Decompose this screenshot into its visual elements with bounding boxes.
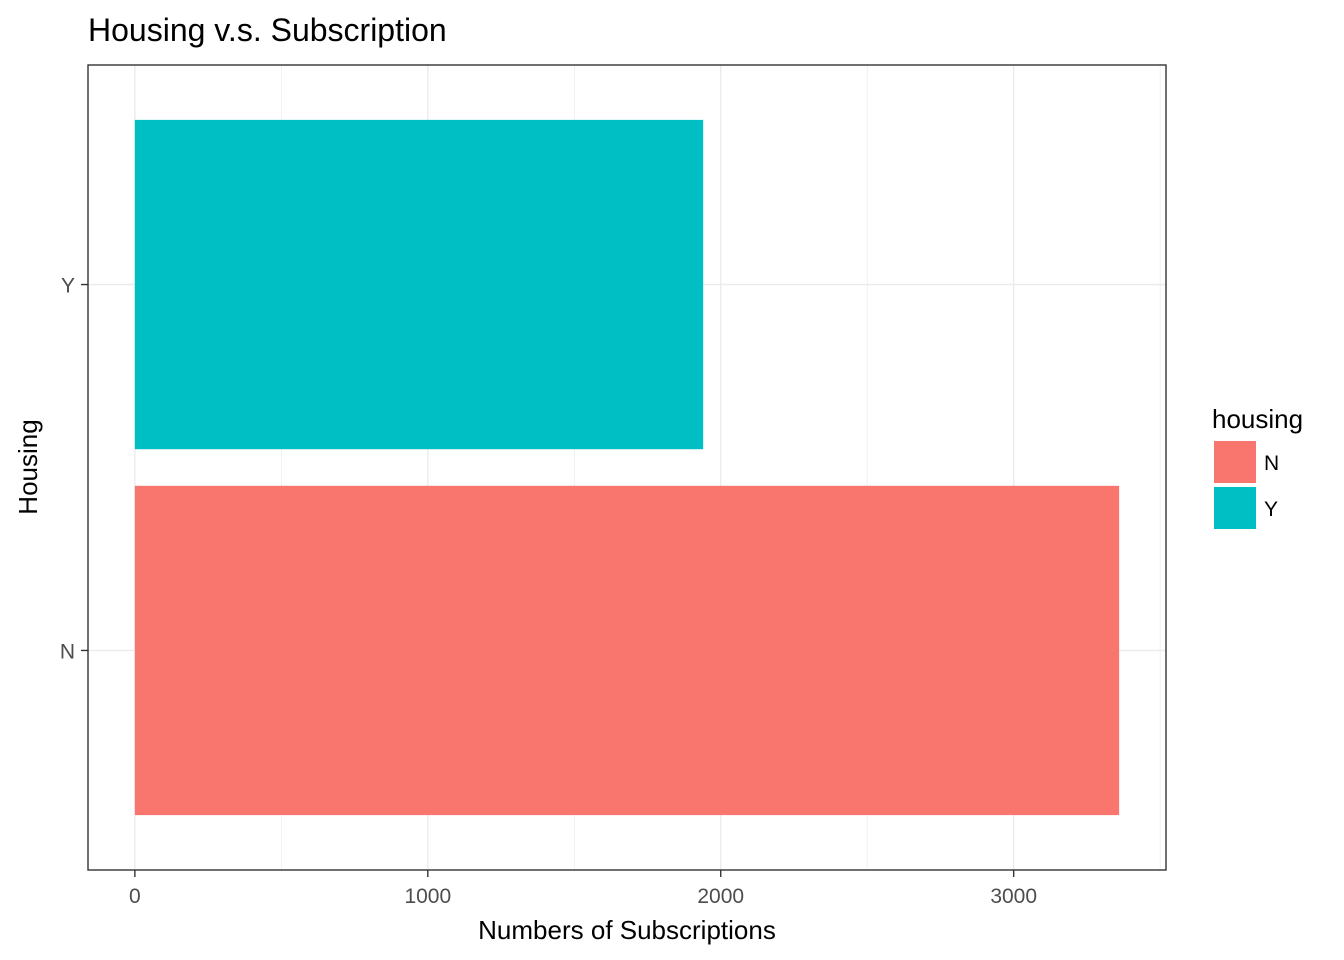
legend-key-n	[1214, 441, 1256, 483]
chart-title: Housing v.s. Subscription	[88, 12, 447, 48]
bars	[134, 119, 1120, 816]
x-tick-label: 0	[129, 885, 141, 908]
y-tick-label: N	[60, 640, 75, 663]
plot-panel	[87, 64, 1167, 871]
x-tick-label: 1000	[404, 885, 451, 908]
bar-n	[134, 485, 1120, 816]
legend-label-y: Y	[1264, 498, 1278, 521]
x-axis: 0 1000 2000 3000	[129, 870, 1037, 908]
legend: housing NY	[1212, 404, 1303, 529]
y-tick-label: Y	[61, 275, 75, 298]
legend-title: housing	[1212, 404, 1303, 434]
legend-key-y	[1214, 487, 1256, 529]
x-tick-label: 3000	[990, 885, 1037, 908]
panel-border	[87, 64, 1167, 871]
legend-label-n: N	[1264, 452, 1279, 475]
legend-items: NY	[1214, 441, 1279, 529]
x-tick-label: 2000	[697, 885, 744, 908]
x-axis-title: Numbers of Subscriptions	[478, 915, 776, 945]
y-axis: NY	[60, 275, 88, 663]
bar-y	[134, 119, 704, 450]
y-axis-title: Housing	[13, 419, 43, 514]
